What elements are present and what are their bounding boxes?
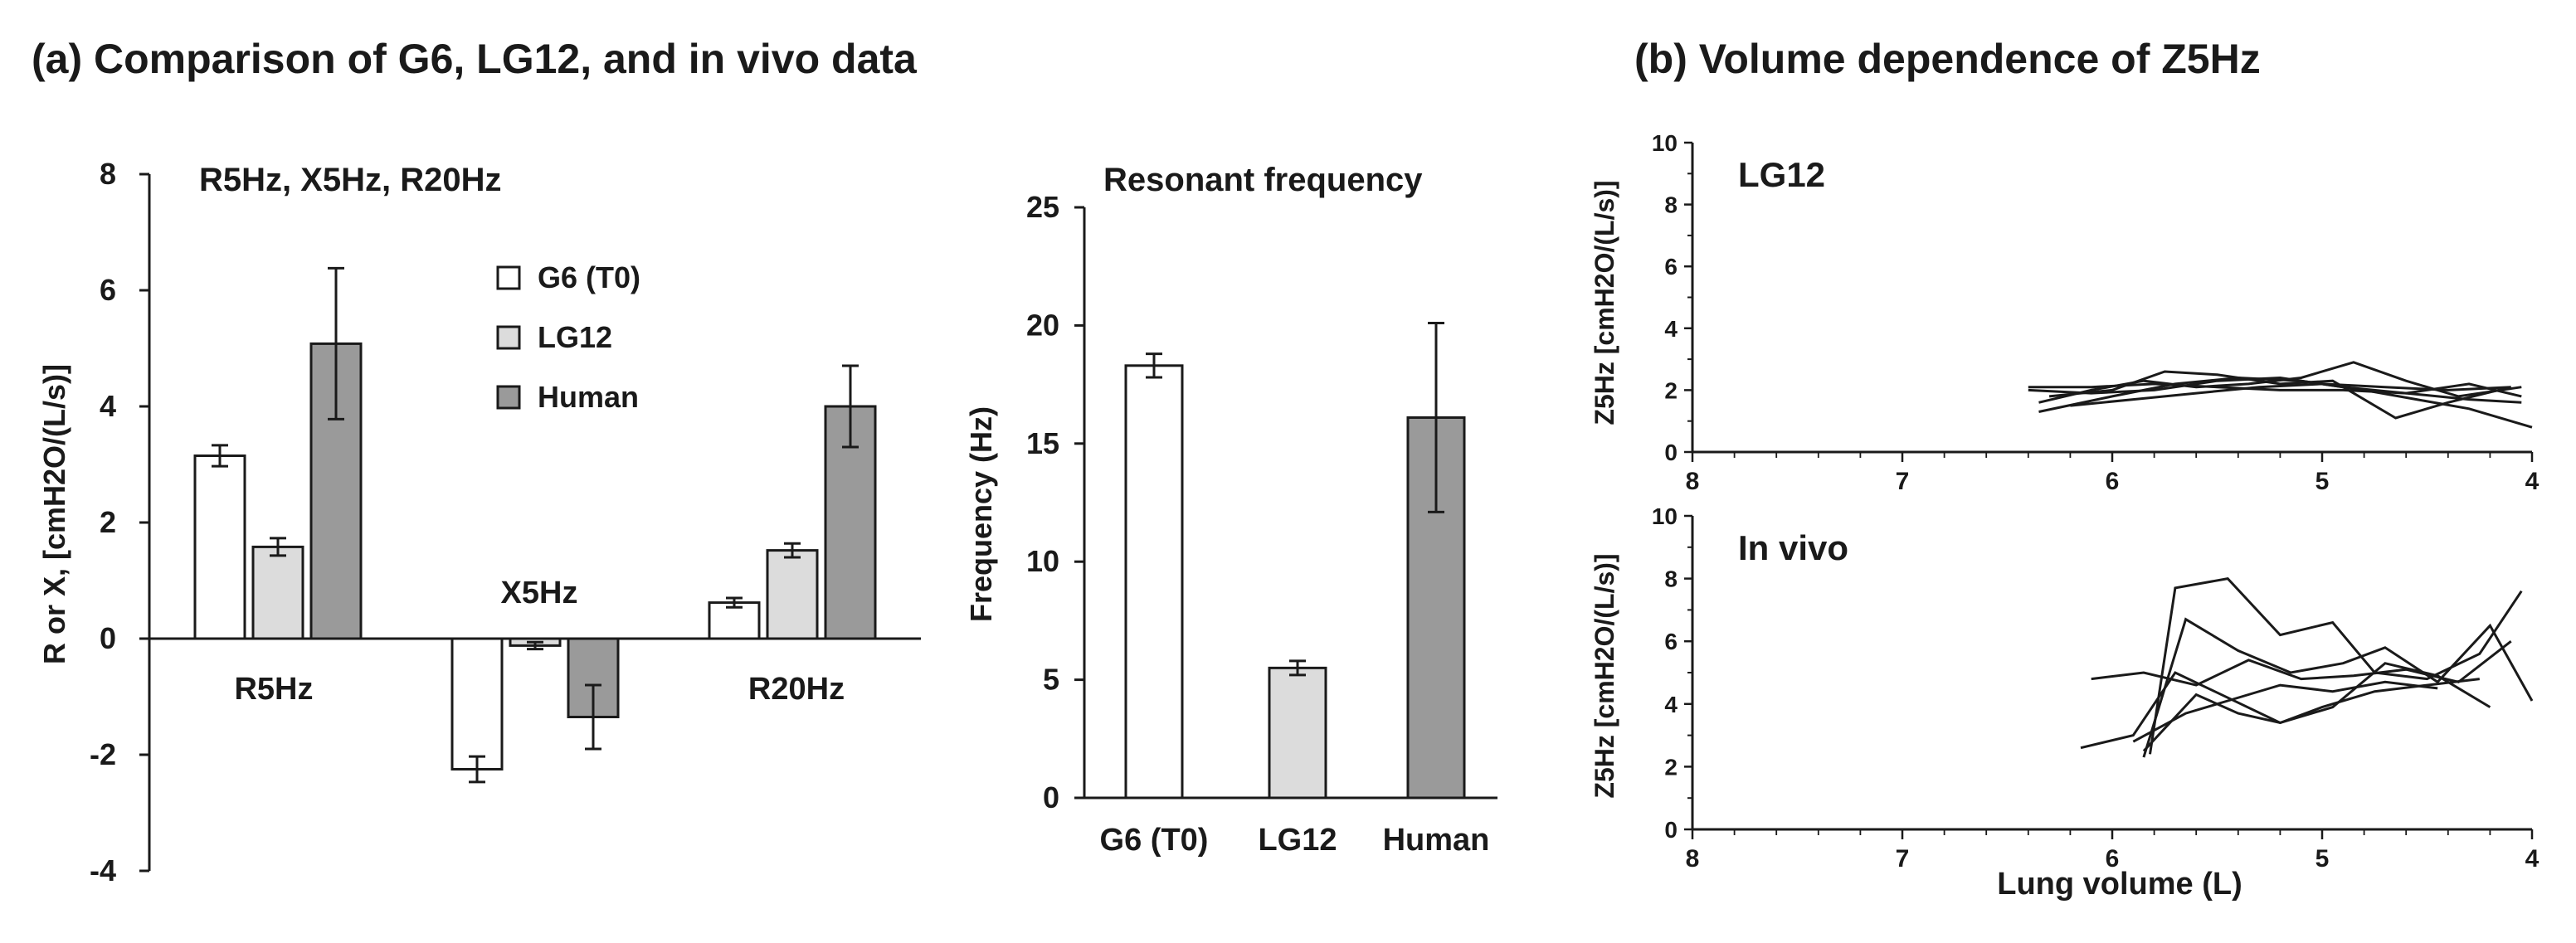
resonant-y-tick-label: 25 (1026, 190, 1059, 224)
bar-r5hz-series-1 (251, 545, 304, 640)
invivo-x-tick-label: 5 (2315, 845, 2330, 873)
bar-x5hz-series-0 (450, 637, 504, 770)
resonant-category-label-0: G6 (T0) (1100, 823, 1209, 858)
resonant-y-tick-label: 15 (1026, 426, 1059, 460)
lg12-x-tick-label: 4 (2525, 468, 2539, 495)
resonant-chart-title: Resonant frequency (1103, 162, 1423, 198)
invivo-y-axis-label: Z5Hz [cmH2O/(L/s)] (1590, 553, 1619, 798)
lg12-x-tick-label: 6 (2106, 468, 2120, 495)
legend-swatch-1 (496, 325, 521, 350)
legend-label-1: LG12 (538, 320, 612, 354)
resonant-bar-0 (1124, 364, 1184, 800)
legend-swatch-2 (496, 385, 521, 410)
resonant-frequency-chart: Resonant frequency Frequency (Hz) 0 5 10 15… (964, 162, 1497, 858)
invivo-y-tick-label: 0 (1664, 817, 1678, 843)
invivo-y-tick-label: 6 (1664, 629, 1678, 654)
resonant-y-tick-label: 5 (1043, 663, 1059, 697)
impedance-y-tick-label: -2 (90, 737, 116, 771)
resonant-y-axis-label: Frequency (Hz) (964, 406, 998, 622)
invivo-x-tick-label: 8 (1686, 845, 1700, 873)
invivo-subject-line-3 (2091, 640, 2512, 687)
lg12-y-tick-label: 8 (1664, 192, 1678, 218)
lg12-subject-line-4 (2028, 376, 2522, 398)
category-label-r20hz: R20Hz (748, 672, 845, 707)
impedance-y-tick-label: 4 (100, 389, 116, 423)
lg12-x-tick-label: 7 (1896, 468, 1910, 495)
category-label-x5hz: X5Hz (501, 576, 578, 610)
panel-b-title: (b) Volume dependence of Z5Hz (1634, 36, 2261, 82)
invivo-subject-line-0 (2149, 576, 2523, 755)
invivo-x-tick-label: 7 (1896, 845, 1910, 873)
invivo-x-tick-label: 4 (2525, 845, 2539, 873)
invivo-subject-line-5 (2132, 680, 2438, 743)
lg12-subject-line-1 (2028, 382, 2522, 404)
invivo-y-tick-label: 8 (1664, 566, 1678, 592)
lg12-volume-chart: LG12 Z5Hz [cmH2O/(L/s)] 0 2 4 6 8 10 8 7 6 5 4 (1590, 130, 2539, 495)
lg12-subject-line-5 (2070, 382, 2511, 407)
lg12-y-axis-label: Z5Hz [cmH2O/(L/s)] (1590, 180, 1619, 425)
impedance-y-tick-label: 8 (100, 157, 116, 191)
impedance-y-tick-label: 6 (100, 273, 116, 307)
lg12-y-tick-label: 10 (1652, 130, 1678, 156)
impedance-chart-title: R5Hz, X5Hz, R20Hz (199, 162, 502, 198)
lg12-inset-label: LG12 (1738, 155, 1825, 194)
invivo-x-axis-label: Lung volume (L) (1997, 867, 2242, 902)
lg12-subject-line-3 (2048, 370, 2512, 420)
lg12-y-tick-label: 6 (1664, 254, 1678, 279)
lg12-y-tick-label: 2 (1664, 377, 1678, 403)
impedance-y-axis-label: R or X, [cmH2O/(L/s)] (37, 364, 71, 664)
lg12-y-tick-label: 4 (1664, 316, 1678, 342)
category-label-r5hz: R5Hz (234, 672, 313, 707)
invivo-y-tick-label: 4 (1664, 692, 1678, 717)
bar-x5hz-series-2 (567, 637, 620, 718)
legend-swatch-0 (496, 265, 521, 290)
invivo-volume-chart: In vivo Z5Hz [cmH2O/(L/s)] Lung volume (… (1590, 503, 2539, 902)
lg12-x-tick-label: 5 (2315, 468, 2330, 495)
lg12-y-tick-label: 0 (1664, 440, 1678, 465)
legend: G6 (T0) LG12 Human (496, 260, 640, 414)
impedance-bar-chart: R5Hz, X5Hz, R20Hz R or X, [cmH2O/(L/s)] … (37, 157, 921, 887)
resonant-y-tick-label: 0 (1043, 780, 1059, 814)
resonant-y-tick-label: 20 (1026, 308, 1059, 342)
invivo-subject-line-1 (2142, 617, 2534, 758)
impedance-y-tick-label: -4 (90, 853, 116, 887)
invivo-y-tick-label: 2 (1664, 754, 1678, 780)
panel-a-title: (a) Comparison of G6, LG12, and in vivo … (32, 36, 918, 82)
invivo-inset-label: In vivo (1738, 528, 1848, 567)
resonant-bar-1 (1268, 666, 1327, 800)
impedance-y-tick-label: 2 (100, 505, 116, 539)
impedance-y-tick-label: 0 (100, 621, 116, 655)
resonant-y-tick-label: 10 (1026, 544, 1059, 578)
resonant-category-label-1: LG12 (1258, 823, 1337, 858)
bar-r5hz-series-0 (193, 454, 246, 640)
invivo-y-tick-label: 10 (1652, 503, 1678, 529)
legend-label-2: Human (538, 380, 639, 414)
invivo-x-tick-label: 6 (2106, 845, 2120, 873)
lg12-x-tick-label: 8 (1686, 468, 1700, 495)
legend-label-0: G6 (T0) (538, 260, 640, 294)
bar-r20hz-series-1 (766, 549, 819, 640)
resonant-category-label-2: Human (1383, 823, 1490, 858)
invivo-subject-line-4 (2142, 662, 2491, 752)
